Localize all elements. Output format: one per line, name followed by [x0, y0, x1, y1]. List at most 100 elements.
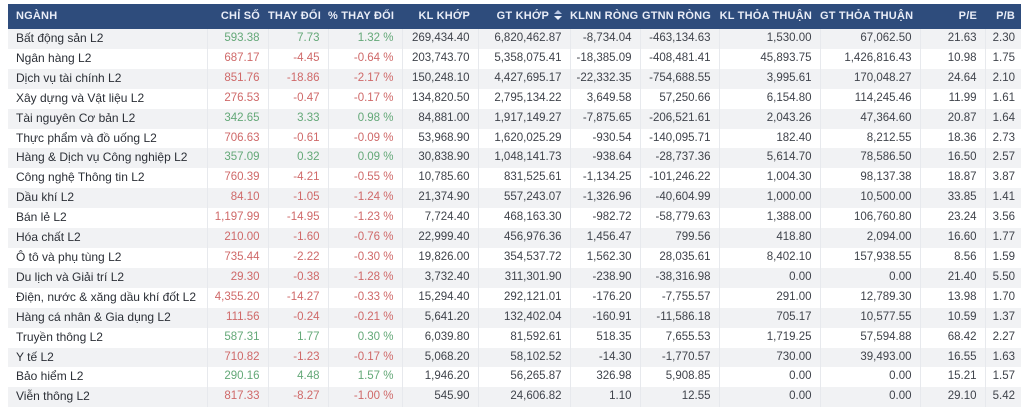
ptvol-cell: 705.17	[718, 307, 820, 328]
table-row[interactable]: Viễn thông L2 817.33 -8.27 -1.00 % 545.90 24,…	[8, 387, 1021, 408]
index-cell: 587.31	[206, 327, 268, 348]
pe-cell: 33.85	[919, 188, 985, 209]
val-cell: 58,102.52	[477, 347, 570, 368]
ptval-cell: 10,577.55	[819, 307, 920, 328]
pe-cell: 18.36	[919, 128, 985, 149]
ptval-cell: 8,212.55	[819, 128, 920, 149]
table-row[interactable]: Xây dựng và Vật liệu L2 276.53 -0.47 -0.17 …	[8, 88, 1021, 109]
fvol-cell: 1,562.30	[569, 247, 640, 268]
sector-name-cell: Bất động sản L2	[16, 31, 104, 45]
table-row[interactable]: Du lịch và Giải trí L2 29.30 -0.38 -1.28 % 3…	[8, 267, 1021, 288]
table-row[interactable]: Hàng cá nhân & Gia dụng L2 111.56 -0.24 -0.…	[8, 307, 1021, 328]
pb-cell: 1.77	[984, 228, 1021, 248]
pe-cell: 29.10	[919, 387, 985, 408]
vol-cell: 5,068.20	[401, 347, 478, 368]
fval-cell: -463,134.63	[639, 29, 719, 49]
pe-cell: 10.59	[919, 307, 985, 328]
sector-name-cell: Y tế L2	[16, 349, 54, 364]
ptval-cell: 114,245.46	[819, 88, 920, 109]
table-row[interactable]: Y tế L2 710.82 -1.23 -0.17 % 5,068.20 58,102.…	[8, 347, 1021, 368]
ptval-cell: 57,594.88	[819, 327, 920, 348]
fval-cell: 7,655.53	[639, 327, 719, 348]
table-row[interactable]: Công nghệ Thông tin L2 760.39 -4.21 -0.55 %…	[8, 168, 1021, 189]
table-row[interactable]: Điện, nước & xăng dầu khí đốt L2 4,355.20…	[8, 287, 1021, 308]
sector-table: NGÀNH CHỈ SỐ THAY ĐỔI % THAY ĐỔI KL KHỚP GT K…	[8, 4, 1021, 408]
column-header-change[interactable]: THAY ĐỔI	[268, 4, 328, 29]
column-header-val[interactable]: GT KHỚP	[478, 4, 570, 29]
column-header-ptvol[interactable]: KL THỎA THUẬN	[719, 4, 820, 29]
index-cell: 735.44	[206, 247, 268, 268]
ptval-cell: 0.00	[819, 267, 920, 288]
pct-cell: -0.76 %	[327, 228, 402, 248]
vol-cell: 269,434.40	[401, 29, 478, 49]
ptvol-cell: 1,530.00	[718, 29, 820, 49]
fvol-cell: 3,649.58	[569, 88, 640, 109]
column-header-pct[interactable]: % THAY ĐỔI	[328, 4, 402, 29]
index-cell: 210.00	[206, 228, 268, 248]
fvol-cell: 1.10	[569, 387, 640, 408]
val-cell: 24,606.82	[477, 387, 570, 408]
pct-cell: -0.17 %	[327, 347, 402, 368]
ptvol-cell: 0.00	[718, 387, 820, 408]
column-header-index[interactable]: CHỈ SỐ	[207, 4, 268, 29]
change-cell: -14.27	[267, 287, 328, 308]
table-row[interactable]: Tài nguyên Cơ bản L2 342.65 3.33 0.98 % 84,8…	[8, 108, 1021, 129]
pct-cell: -0.09 %	[327, 128, 402, 149]
index-cell: 342.65	[206, 108, 268, 129]
column-header-pb[interactable]: P/B	[985, 4, 1021, 29]
table-row[interactable]: Ô tô và phụ tùng L2 735.44 -2.22 -0.30 % 19,…	[8, 247, 1021, 268]
val-cell: 5,358,075.41	[477, 48, 570, 69]
table-body: Bất động sản L2 593.38 7.73 1.32 % 269,434.4…	[8, 29, 1021, 408]
column-header-sector[interactable]: NGÀNH	[8, 4, 207, 29]
pe-cell: 16.60	[919, 228, 985, 248]
pb-cell: 2.57	[984, 148, 1021, 169]
column-header-ptval[interactable]: GT THỎA THUẬN	[820, 4, 920, 29]
column-label: THAY ĐỔI	[268, 10, 321, 22]
vol-cell: 134,820.50	[401, 88, 478, 109]
ptval-cell: 39,493.00	[819, 347, 920, 368]
table-row[interactable]: Bất động sản L2 593.38 7.73 1.32 % 269,434.4…	[8, 29, 1021, 49]
sector-name-cell: Tài nguyên Cơ bản L2	[16, 110, 136, 125]
table-row[interactable]: Ngân hàng L2 687.17 -4.45 -0.64 % 203,743.70…	[8, 48, 1021, 69]
change-cell: -0.24	[267, 307, 328, 328]
ptval-cell: 47,364.60	[819, 108, 920, 129]
ptvol-cell: 45,893.75	[718, 48, 820, 69]
fval-cell: 28,035.61	[639, 247, 719, 268]
ptvol-cell: 5,614.70	[718, 148, 820, 169]
index-cell: 593.38	[206, 29, 268, 49]
index-cell: 817.33	[206, 387, 268, 408]
column-header-pe[interactable]: P/E	[920, 4, 985, 29]
table-row[interactable]: Hàng & Dịch vụ Công nghiệp L2 357.09 0.32 0…	[8, 148, 1021, 169]
fvol-cell: -160.91	[569, 307, 640, 328]
fval-cell: -101,246.22	[639, 168, 719, 189]
table-row[interactable]: Dịch vụ tài chính L2 851.76 -18.86 -2.17 % 1…	[8, 68, 1021, 89]
table-row[interactable]: Thực phẩm và đồ uống L2 706.63 -0.61 -0.09 …	[8, 128, 1021, 149]
table-row[interactable]: Bán lẻ L2 1,197.99 -14.95 -1.23 % 7,724.40 46…	[8, 208, 1021, 229]
table-row[interactable]: Hóa chất L2 210.00 -1.60 -0.76 % 22,999.40 45…	[8, 228, 1021, 248]
val-cell: 81,592.61	[477, 327, 570, 348]
pb-cell: 2.27	[984, 327, 1021, 348]
fval-cell: 799.56	[639, 228, 719, 248]
vol-cell: 22,999.40	[401, 228, 478, 248]
column-header-vol[interactable]: KL KHỚP	[402, 4, 478, 29]
vol-cell: 6,039.80	[401, 327, 478, 348]
column-label: KL THỎA THUẬN	[719, 10, 812, 22]
ptval-cell: 170,048.27	[819, 68, 920, 89]
fvol-cell: 518.35	[569, 327, 640, 348]
table-row[interactable]: Bảo hiểm L2 290.16 4.48 1.57 % 1,946.20 56,26…	[8, 367, 1021, 388]
index-cell: 4,355.20	[206, 287, 268, 308]
ptvol-cell: 1,004.30	[718, 168, 820, 189]
sort-icon[interactable]	[554, 10, 562, 21]
pb-cell: 1.37	[984, 307, 1021, 328]
table-row[interactable]: Dầu khí L2 84.10 -1.05 -1.24 % 21,374.90 557,…	[8, 188, 1021, 209]
ptvol-cell: 182.40	[718, 128, 820, 149]
column-header-fvol[interactable]: KLNN RÒNG	[570, 4, 640, 29]
ptvol-cell: 418.80	[718, 228, 820, 248]
table-row[interactable]: Truyền thông L2 587.31 1.77 0.30 % 6,039.80 8…	[8, 327, 1021, 348]
vol-cell: 84,881.00	[401, 108, 478, 129]
column-header-fval[interactable]: GTNN RÒNG	[640, 4, 719, 29]
change-cell: -1.05	[267, 188, 328, 209]
ptval-cell: 0.00	[819, 387, 920, 408]
pe-cell: 23.24	[919, 208, 985, 229]
